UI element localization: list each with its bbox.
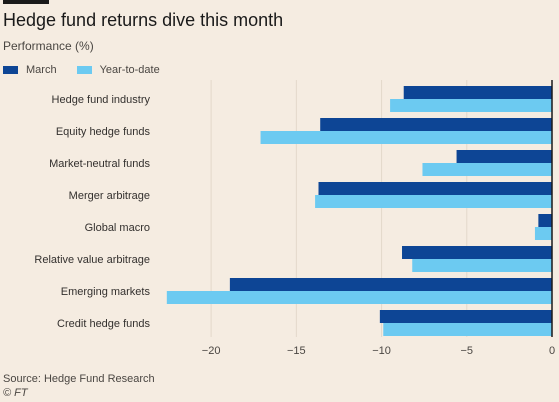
category-label: Hedge fund industry bbox=[52, 94, 151, 106]
x-tick-label: −20 bbox=[202, 345, 221, 357]
category-label: Equity hedge funds bbox=[56, 126, 151, 138]
x-tick-label: −5 bbox=[461, 345, 474, 357]
x-tick-label: −15 bbox=[287, 345, 306, 357]
bar-march bbox=[538, 214, 552, 227]
legend-item-march: March bbox=[3, 64, 57, 76]
bar-year-to-date bbox=[383, 323, 552, 336]
category-label: Credit hedge funds bbox=[57, 318, 150, 330]
chart-subtitle: Performance (%) bbox=[3, 39, 94, 53]
bar-year-to-date bbox=[390, 99, 552, 112]
header-rule bbox=[3, 0, 49, 4]
bar-march bbox=[379, 310, 552, 323]
bar-march bbox=[320, 118, 552, 131]
bar-year-to-date bbox=[315, 195, 552, 208]
category-label: Relative value arbitrage bbox=[34, 254, 150, 266]
bar-year-to-date bbox=[534, 227, 552, 240]
bar-year-to-date bbox=[422, 163, 552, 176]
bar-march bbox=[403, 86, 552, 99]
chart-title: Hedge fund returns dive this month bbox=[3, 10, 284, 30]
bar-march bbox=[318, 182, 552, 195]
bar-year-to-date bbox=[412, 259, 552, 272]
bar-year-to-date bbox=[260, 131, 552, 144]
bar-march bbox=[229, 278, 552, 291]
legend-label-year-to-date: Year-to-date bbox=[99, 64, 160, 76]
x-tick-label: −10 bbox=[372, 345, 391, 357]
bar-march bbox=[402, 246, 552, 259]
legend-swatch-march bbox=[3, 66, 18, 74]
category-label: Market-neutral funds bbox=[49, 158, 150, 170]
source-note: Source: Hedge Fund Research bbox=[3, 373, 155, 385]
category-label: Merger arbitrage bbox=[69, 190, 150, 202]
x-tick-label: 0 bbox=[549, 345, 555, 357]
legend-item-year-to-date: Year-to-date bbox=[76, 64, 160, 76]
credit-note: © FT bbox=[3, 387, 28, 399]
chart-legend: March Year-to-date bbox=[3, 64, 180, 76]
bar-year-to-date bbox=[166, 291, 553, 304]
legend-label-march: March bbox=[26, 64, 57, 76]
category-label: Emerging markets bbox=[61, 286, 151, 298]
legend-swatch-year-to-date bbox=[76, 66, 92, 74]
category-label: Global macro bbox=[85, 222, 150, 234]
bar-march bbox=[456, 150, 552, 163]
